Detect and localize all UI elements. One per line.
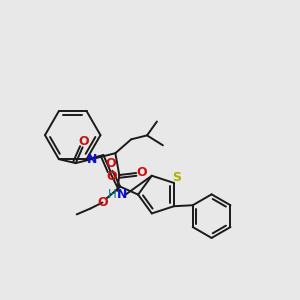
Text: N: N	[87, 153, 98, 166]
Text: O: O	[105, 158, 116, 170]
Text: O: O	[137, 166, 147, 178]
Text: S: S	[172, 172, 182, 184]
Text: H: H	[108, 188, 117, 201]
Text: O: O	[106, 170, 117, 184]
Text: O: O	[97, 196, 108, 209]
Text: N: N	[117, 188, 128, 201]
Text: O: O	[78, 135, 89, 148]
